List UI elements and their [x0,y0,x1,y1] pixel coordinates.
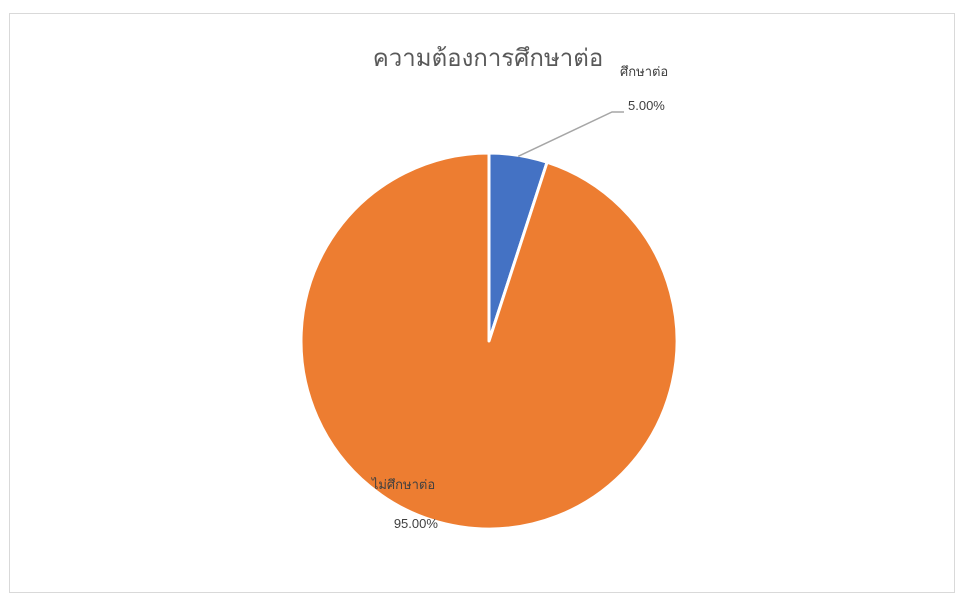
data-label-category-2: ไม่ศึกษาต่อ [371,477,435,493]
pie-slice-2 [299,151,679,531]
data-label-value-2: 95.00% [394,516,439,531]
pie-labels: ศึกษาต่อ 5.00% ไม่ศึกษาต่อ 95.00% [371,65,668,531]
chart-title: ความต้องการศึกษาต่อ [373,44,604,72]
data-label-value-1: 5.00% [628,98,665,113]
pie-slices [299,151,679,531]
leader-line [517,111,624,157]
data-label-category-1: ศึกษาต่อ [620,65,668,80]
